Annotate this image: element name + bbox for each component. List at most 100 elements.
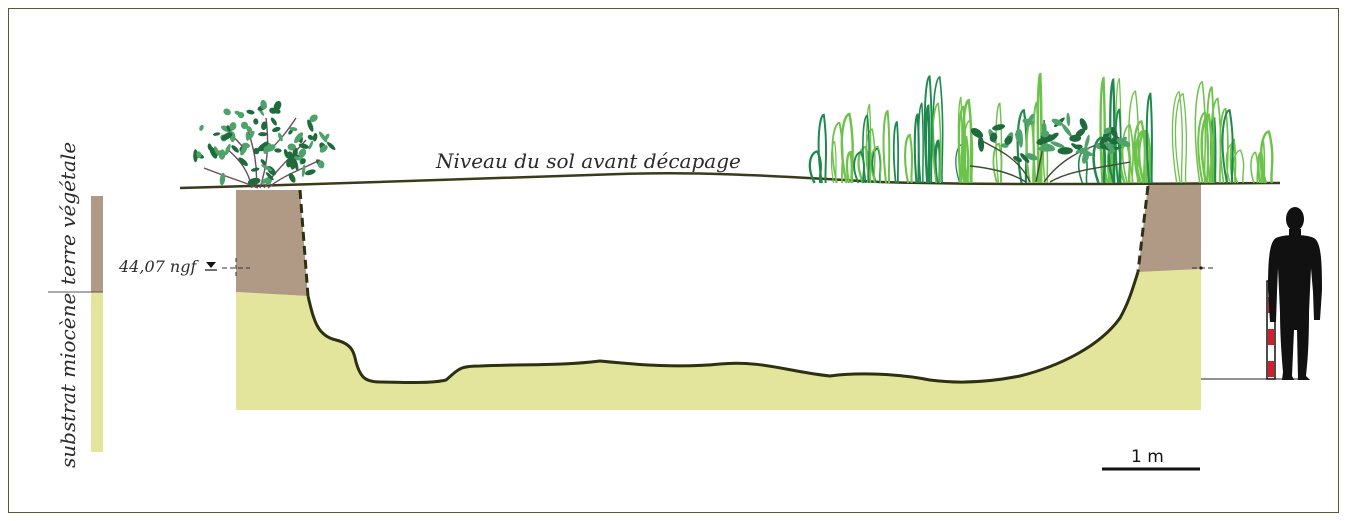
grass-shrub-leaf <box>1066 112 1071 127</box>
shrub-leaf <box>308 140 314 150</box>
grass-blade <box>882 109 891 184</box>
shrub-leaf <box>212 132 221 136</box>
elevation-marker: 44,07 ngf <box>118 257 1214 278</box>
shrub-leaf <box>246 109 255 115</box>
shrub-leaf <box>199 124 204 131</box>
shrub-leaf <box>294 132 304 144</box>
shrub-leaf <box>261 164 273 172</box>
scale-bar: 1 m <box>1102 447 1200 471</box>
grass-blade <box>853 151 865 184</box>
grass-blade <box>1025 119 1035 184</box>
grass-shrub-leaf <box>1004 135 1013 145</box>
grass-blade <box>904 133 914 184</box>
shrub-leaf <box>260 177 271 184</box>
legend: terre végétale substrat miocène <box>48 142 103 468</box>
grass-blade <box>1121 124 1134 184</box>
grass-shrub-leaf <box>1104 141 1116 153</box>
shrub-leaf <box>288 172 296 183</box>
grass-blade <box>830 141 837 184</box>
pit-cavity <box>300 184 1148 383</box>
grass-blade <box>1194 81 1207 184</box>
human-silhouette-icon <box>1268 207 1322 380</box>
shrub-leaf <box>301 164 306 178</box>
shrub-leaf <box>260 159 266 166</box>
grass-blade <box>923 75 933 184</box>
ground-level-label: Niveau du sol avant décapage <box>435 149 741 173</box>
shrub-leaf <box>258 132 268 137</box>
shrub-leaf <box>309 114 318 123</box>
grass-shrub-leaf <box>1102 133 1112 143</box>
shrub-leaf <box>223 108 231 116</box>
grass-blade <box>1092 136 1107 184</box>
shrub-leaf <box>319 145 328 153</box>
grass-shrub-leaf <box>970 128 984 138</box>
grass-blade <box>963 119 974 184</box>
grass-blade <box>932 102 942 184</box>
legend-topsoil-label: terre végétale <box>56 142 80 285</box>
shrub-leaf <box>324 133 330 141</box>
grass-blade <box>808 150 823 184</box>
grass-blade <box>1232 149 1245 184</box>
grass-blade <box>862 114 870 184</box>
shrub-leaf <box>219 172 226 186</box>
shrub-leaf <box>238 157 248 167</box>
grass-blade <box>1174 93 1188 184</box>
grass-blade <box>1109 78 1116 184</box>
grass-blade <box>958 105 967 184</box>
grass-blade <box>1206 86 1215 184</box>
grass-shrub-leaf <box>1050 141 1065 148</box>
topsoil-left <box>236 190 308 296</box>
grass-shrub-leaf <box>1014 133 1023 139</box>
shrub-leaf <box>221 132 233 141</box>
scale-bar-label: 1 m <box>1131 447 1164 467</box>
grass-shrub-leaf <box>1073 144 1083 150</box>
shrub-leaf <box>240 121 249 130</box>
grass-blade <box>917 102 924 184</box>
shrub-leaf <box>278 132 283 142</box>
grass-blade <box>845 151 853 184</box>
grass-shrub-leaf <box>1084 134 1090 150</box>
elevation-triangle <box>206 262 216 268</box>
pit-wall-left-dashed <box>298 189 310 297</box>
shrub-leaf <box>317 160 325 169</box>
shrub-leaf <box>307 134 314 140</box>
shrub-leaf <box>251 167 260 172</box>
grass-shrub-leaf <box>1110 127 1118 138</box>
shrub-leaf <box>270 117 277 126</box>
grass-shrub-leaf <box>992 124 1006 131</box>
grass-shrub-leaf <box>1013 156 1022 163</box>
figure-frame <box>8 8 1339 513</box>
grass-shrub-leaf <box>1061 123 1072 137</box>
grass-blade <box>1259 130 1274 184</box>
grass-blade <box>892 121 900 184</box>
shrub-leaf <box>261 141 269 148</box>
shrub-leaf <box>289 127 298 132</box>
shrub-leaf <box>286 157 293 168</box>
shrub-leaf <box>209 146 218 159</box>
shrub-leaf <box>260 99 267 110</box>
elevation-label: 44,07 ngf <box>118 257 199 276</box>
grass-shrub-leaf <box>977 136 985 152</box>
shrub-leaf <box>253 147 260 155</box>
shrub-leaf <box>294 156 301 161</box>
shrub-leaf <box>247 177 261 186</box>
grass-blade <box>831 121 844 184</box>
grass-shrub-leaf <box>1079 118 1088 131</box>
grass-shrub-leaf <box>1119 136 1127 144</box>
shrub-leaf <box>274 148 282 153</box>
shrub-leaf <box>231 145 239 153</box>
grass-blade <box>1134 129 1149 184</box>
grass-shrub-leaf <box>1103 127 1112 134</box>
legend-substrate-label: substrat miocène <box>56 293 80 468</box>
pit-profile-line <box>306 271 1140 384</box>
shrub-icon <box>193 99 336 189</box>
shrub-leaf <box>298 148 307 158</box>
legend-substrate-swatch <box>91 292 103 452</box>
grass-shrub-leaf <box>1041 122 1047 134</box>
grass-shrub-leaf <box>1057 147 1073 155</box>
shrub-leaf <box>246 126 253 133</box>
grass-blade <box>1036 72 1043 184</box>
grass-blade <box>957 96 963 184</box>
grass-shrub-leaf <box>1075 128 1086 138</box>
